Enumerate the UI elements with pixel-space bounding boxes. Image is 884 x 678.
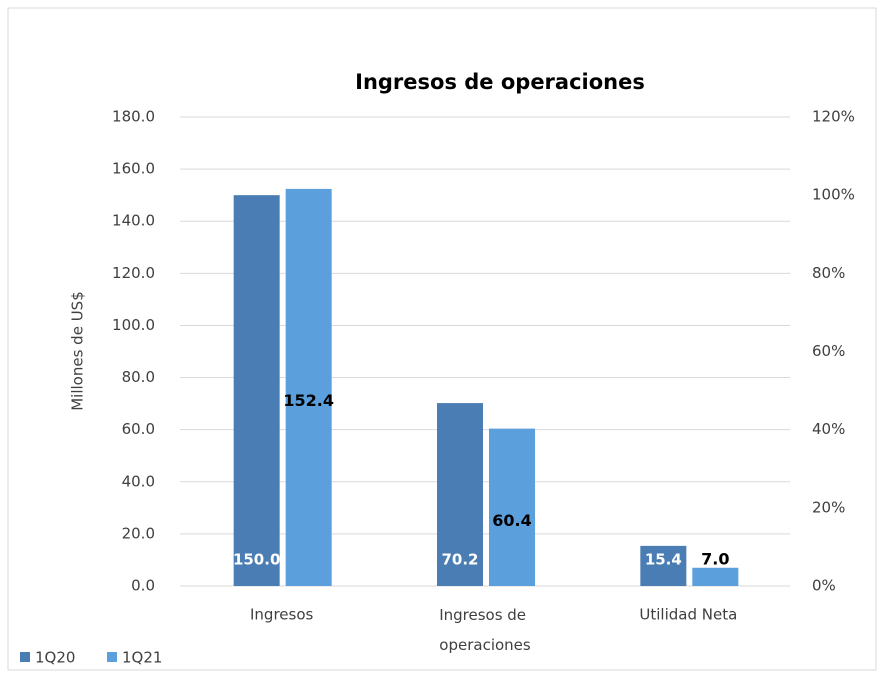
y-axis-title: Millones de US$ (69, 291, 87, 411)
data-label: 70.2 (441, 551, 478, 569)
y-tick-label: 160.0 (112, 160, 155, 178)
data-label: 7.0 (701, 549, 729, 568)
legend-swatch (20, 652, 30, 662)
legend-label: 1Q21 (122, 649, 162, 667)
y2-tick-label: 20% (812, 498, 845, 516)
y2-tick-label: 80% (812, 264, 845, 282)
bar (437, 403, 483, 586)
y2-tick-label: 120% (812, 108, 855, 126)
y2-tick-label: 0% (812, 577, 836, 595)
bar (640, 545, 687, 586)
legend-swatch (107, 652, 117, 662)
bar (489, 428, 535, 586)
y-tick-label: 140.0 (112, 212, 155, 230)
y-tick-label: 180.0 (112, 108, 155, 126)
bar (692, 567, 739, 586)
chart-title: Ingresos de operaciones (355, 70, 645, 94)
y-tick-label: 80.0 (122, 368, 155, 386)
data-label: 15.4 (645, 551, 682, 569)
data-label: 60.4 (492, 511, 531, 530)
y-tick-label: 60.0 (122, 420, 155, 438)
data-label: 150.0 (233, 551, 280, 569)
y-tick-label: 40.0 (122, 472, 155, 490)
y2-tick-label: 40% (812, 420, 845, 438)
x-tick-label: Ingresos (250, 606, 314, 624)
data-label: 152.4 (283, 391, 334, 410)
bar (285, 188, 332, 586)
y2-tick-label: 60% (812, 342, 845, 360)
x-tick-label: Ingresos de operaciones (439, 606, 531, 654)
y-tick-label: 20.0 (122, 524, 155, 542)
legend-label: 1Q20 (35, 649, 75, 667)
y-tick-label: 0.0 (131, 577, 155, 595)
y-tick-label: 120.0 (112, 264, 155, 282)
y2-tick-label: 100% (812, 186, 855, 204)
x-tick-label: Utilidad Neta (639, 606, 737, 624)
y-tick-label: 100.0 (112, 316, 155, 334)
bar (233, 195, 280, 586)
